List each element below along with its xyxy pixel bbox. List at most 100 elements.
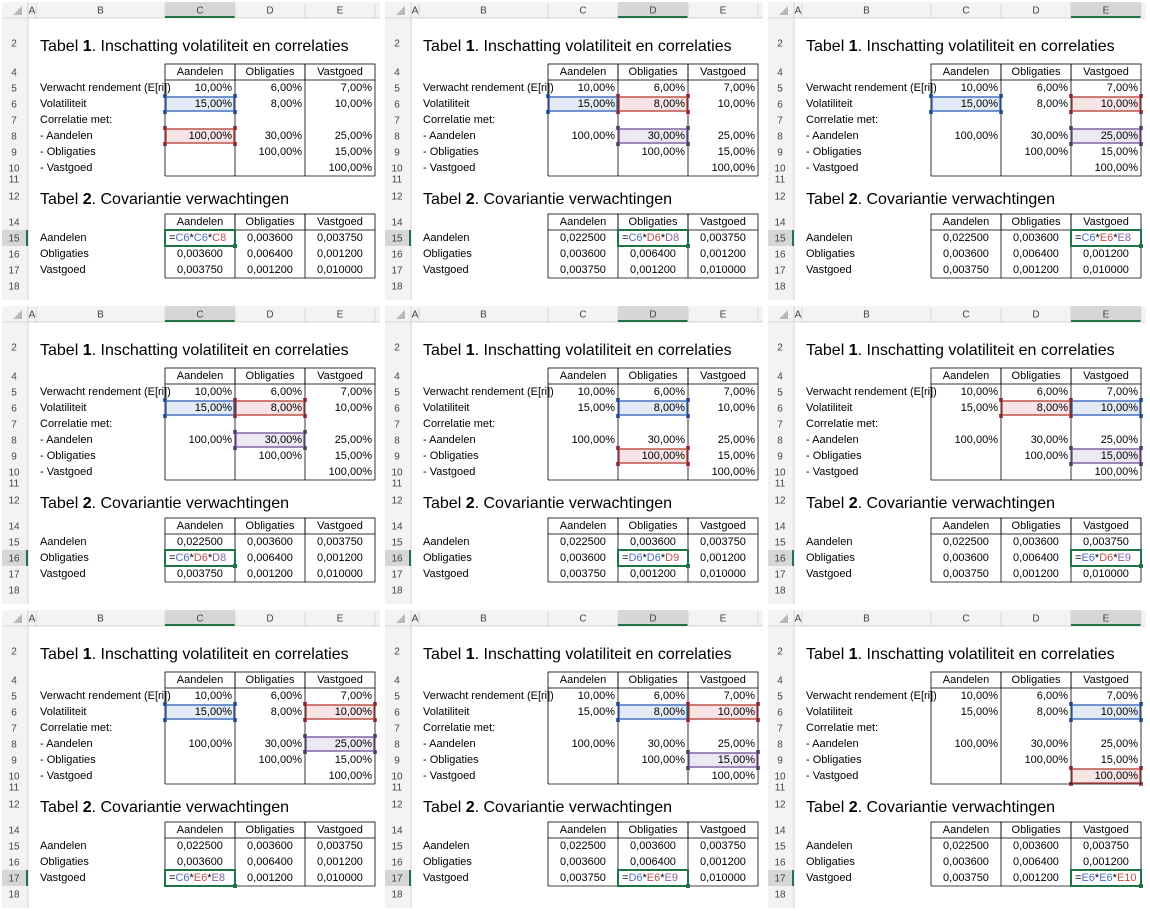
title-text: . Covariantie verwachtingen	[858, 495, 1055, 512]
cell-value: 25,00%	[1101, 738, 1139, 750]
cell-value: 15,00%	[961, 98, 999, 110]
table-title: Tabel 1. Inschatting volatiliteit en cor…	[40, 646, 349, 663]
header-text: Aandelen	[177, 674, 224, 686]
active-row-header	[2, 230, 28, 246]
cell-value: 0,022500	[560, 840, 606, 852]
cell-value: 25,00%	[718, 434, 756, 446]
cell-value: 0,006400	[1013, 552, 1059, 564]
row-label: Volatiliteit	[806, 706, 852, 718]
formula-part: E6	[1100, 232, 1113, 244]
cell-value: 100,00%	[1025, 450, 1069, 462]
cell-value: 8,00%	[1037, 402, 1068, 414]
cell-value: 100,00%	[189, 434, 233, 446]
column-letter: E	[720, 310, 727, 321]
header-cell	[1070, 821, 1142, 839]
formula-part: *	[208, 552, 213, 564]
cell-value: 0,022500	[177, 840, 223, 852]
formula-part: E9	[1118, 552, 1131, 564]
row-number: 16	[774, 250, 786, 261]
row-label: Obligaties	[423, 552, 472, 564]
title-number: 2	[83, 799, 92, 816]
reference-highlight	[548, 96, 618, 112]
row-label: Correlatie met:	[423, 722, 495, 734]
active-column-header	[1071, 2, 1141, 18]
row-number: 16	[774, 554, 786, 565]
title-text: . Inschatting volatiliteit en correlatie…	[475, 38, 732, 55]
row-number: 2	[11, 647, 17, 658]
cell-value: 0,010000	[700, 568, 746, 580]
formula-text: =C6*D6*D8	[169, 552, 226, 564]
title-prefix: Tabel	[806, 646, 849, 663]
header-text: Obligaties	[1012, 370, 1061, 382]
header-cell	[304, 517, 376, 535]
cell-value: 15,00%	[961, 706, 999, 718]
row-label: - Aandelen	[423, 130, 476, 142]
cell-value: 0,010000	[317, 264, 363, 276]
formula-part: *	[1113, 552, 1118, 564]
row-number: 14	[8, 218, 20, 229]
cell-value: 100,00%	[189, 130, 233, 142]
row-label: - Aandelen	[806, 738, 859, 750]
cell-value: 10,00%	[961, 82, 999, 94]
formula-part: E6	[194, 872, 207, 884]
title-prefix: Tabel	[40, 799, 83, 816]
cell-value: 100,00%	[572, 434, 616, 446]
title-number: 2	[849, 495, 858, 512]
cell-value: 0,001200	[247, 872, 293, 884]
formula-part: E9	[665, 872, 678, 884]
row-label: - Obligaties	[423, 450, 479, 462]
row-number: 14	[8, 522, 20, 533]
column-letter: D	[649, 614, 656, 625]
cell-value: 100,00%	[189, 738, 233, 750]
row-label: Aandelen	[40, 232, 87, 244]
header-text: Aandelen	[560, 66, 607, 78]
title-prefix: Tabel	[806, 342, 849, 359]
row-number: 18	[391, 890, 403, 901]
column-letter: B	[863, 614, 870, 625]
panel-bg	[385, 306, 763, 604]
column-letter: E	[720, 6, 727, 17]
column-letter: A	[795, 310, 802, 321]
title-number: 2	[466, 799, 475, 816]
active-column-header	[1071, 306, 1141, 322]
row-label: Verwacht rendement (E[ri])	[806, 82, 937, 94]
formula-part: *	[190, 232, 195, 244]
reference-highlight	[618, 96, 688, 112]
row-number: 4	[777, 676, 783, 687]
active-column-header	[1071, 610, 1141, 626]
row-number: 8	[777, 132, 783, 143]
row-label: Vastgoed	[806, 264, 852, 276]
cell-value: 15,00%	[1101, 450, 1139, 462]
cell-value: 100,00%	[329, 162, 373, 174]
panel-bg	[2, 610, 380, 908]
table-title: Tabel 1. Inschatting volatiliteit en cor…	[806, 38, 1115, 55]
column-letter: E	[1103, 310, 1110, 321]
cell-value: 0,001200	[630, 568, 676, 580]
cell-value: 8,00%	[654, 402, 685, 414]
formula-part: *	[208, 232, 213, 244]
select-all-corner	[779, 6, 788, 15]
formula-part: =	[1075, 232, 1081, 244]
column-letter: A	[29, 310, 36, 321]
row-number: 9	[777, 756, 783, 767]
row-number: 6	[11, 708, 17, 719]
reference-highlight	[1071, 96, 1141, 112]
header-text: Vastgoed	[317, 824, 363, 836]
row-label: Volatiliteit	[423, 706, 469, 718]
column-letter: B	[480, 614, 487, 625]
row-label: Volatiliteit	[423, 402, 469, 414]
cell-value: 0,010000	[317, 568, 363, 580]
cell-value: 15,00%	[718, 450, 756, 462]
cell-value: 30,00%	[648, 130, 686, 142]
header-text: Aandelen	[560, 370, 607, 382]
formula-part: *	[661, 552, 666, 564]
row-number: 2	[394, 343, 400, 354]
fill-handle	[233, 244, 237, 248]
cell-value: 7,00%	[724, 82, 755, 94]
cell-value: 30,00%	[1031, 434, 1069, 446]
cell-value: 10,00%	[1101, 706, 1139, 718]
table-title: Tabel 2. Covariantie verwachtingen	[806, 799, 1055, 816]
